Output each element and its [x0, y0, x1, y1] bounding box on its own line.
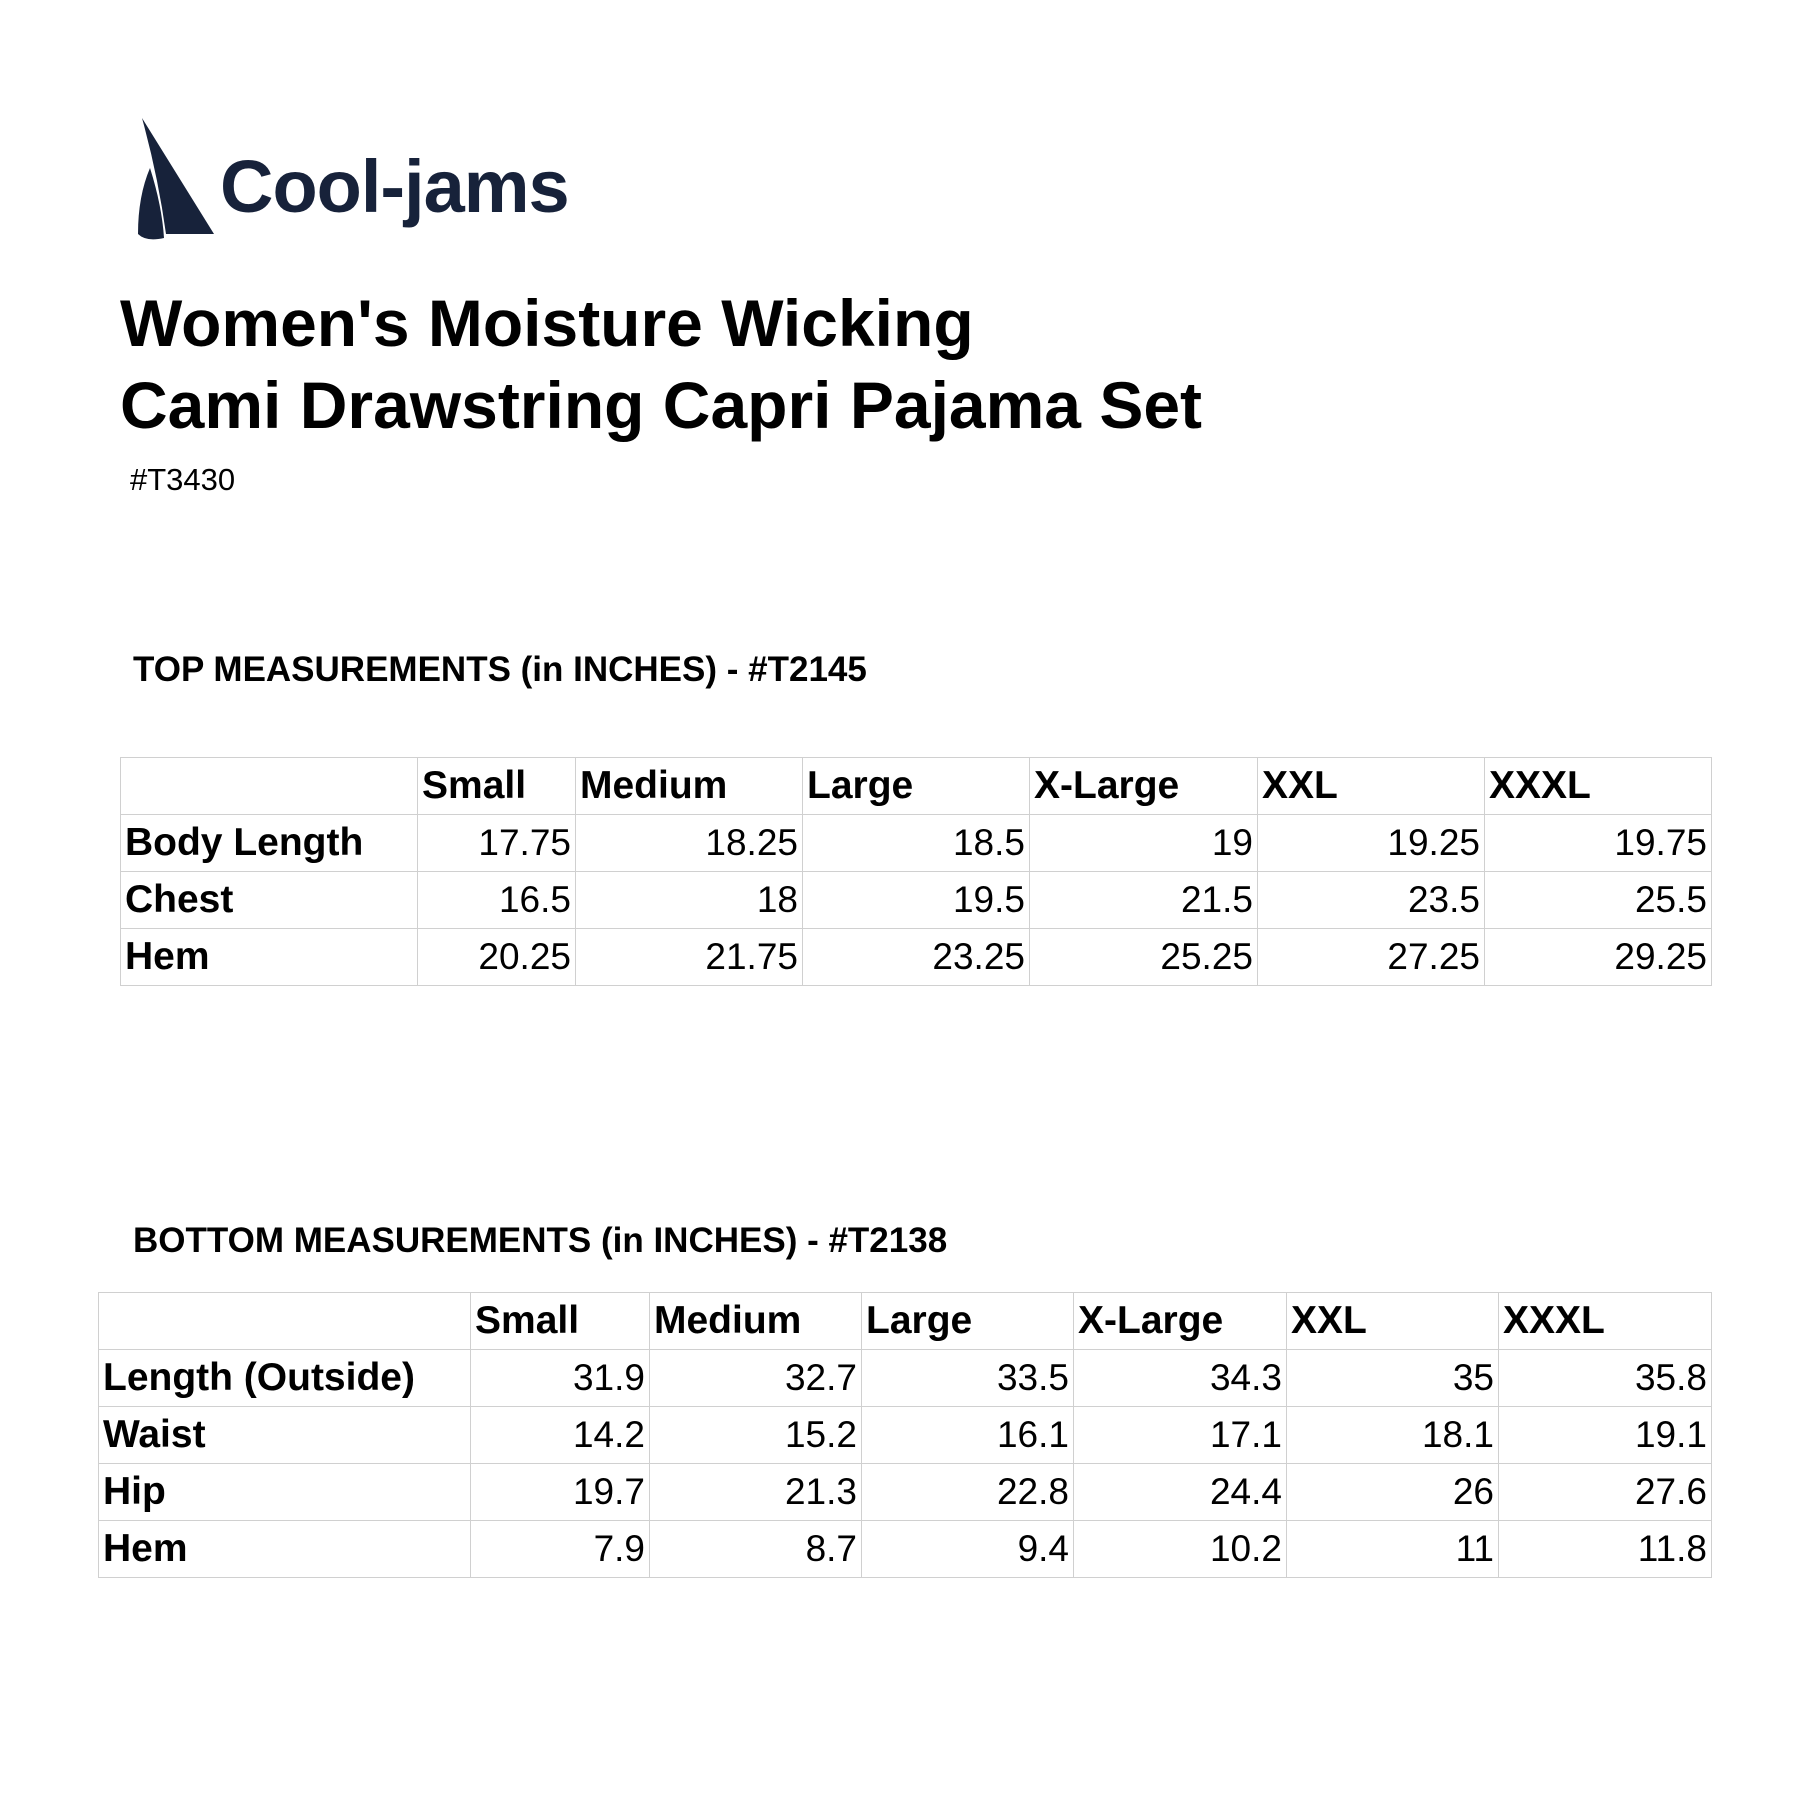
- measurement-cell: 17.75: [417, 814, 576, 872]
- table-row: Length (Outside) 31.9 32.7 33.5 34.3 35 35.8: [98, 1349, 1712, 1407]
- table-row: Chest 16.5 18 19.5 21.5 23.5 25.5: [120, 871, 1712, 929]
- header-row: Small Medium Large X-Large XXL XXXL: [120, 757, 1712, 815]
- column-header: XXL: [1286, 1292, 1499, 1350]
- row-label: Body Length: [120, 814, 418, 872]
- column-header: Small: [417, 757, 576, 815]
- measurement-cell: 26: [1286, 1463, 1499, 1521]
- measurement-cell: 22.8: [861, 1463, 1074, 1521]
- column-header: XXXL: [1498, 1292, 1712, 1350]
- measurement-cell: 18.1: [1286, 1406, 1499, 1464]
- measurement-cell: 9.4: [861, 1520, 1074, 1578]
- measurement-cell: 23.5: [1257, 871, 1485, 929]
- row-label: Chest: [120, 871, 418, 929]
- measurement-cell: 17.1: [1073, 1406, 1287, 1464]
- measurement-cell: 8.7: [649, 1520, 862, 1578]
- page-title: Women's Moisture Wicking Cami Drawstring…: [120, 282, 1202, 446]
- table-row: Waist 14.2 15.2 16.1 17.1 18.1 19.1: [98, 1406, 1712, 1464]
- header-row: Small Medium Large X-Large XXL XXXL: [98, 1292, 1712, 1350]
- measurement-cell: 18.5: [802, 814, 1030, 872]
- measurement-cell: 27.25: [1257, 928, 1485, 986]
- measurement-cell: 16.5: [417, 871, 576, 929]
- measurement-cell: 23.25: [802, 928, 1030, 986]
- measurement-cell: 19.5: [802, 871, 1030, 929]
- measurement-cell: 19.7: [470, 1463, 650, 1521]
- column-header: XXXL: [1484, 757, 1712, 815]
- top-measurements-heading: TOP MEASUREMENTS (in INCHES) - #T2145: [133, 650, 867, 689]
- table-row: Hem 20.25 21.75 23.25 25.25 27.25 29.25: [120, 928, 1712, 986]
- row-label: Waist: [98, 1406, 471, 1464]
- measurement-cell: 35.8: [1498, 1349, 1712, 1407]
- bottom-measurements-heading: BOTTOM MEASUREMENTS (in INCHES) - #T2138: [133, 1221, 948, 1260]
- measurement-cell: 16.1: [861, 1406, 1074, 1464]
- measurement-cell: 35: [1286, 1349, 1499, 1407]
- measurement-cell: 18: [575, 871, 803, 929]
- measurement-cell: 19.75: [1484, 814, 1712, 872]
- measurement-cell: 21.5: [1029, 871, 1258, 929]
- sailboat-icon: [138, 118, 214, 240]
- measurement-cell: 19: [1029, 814, 1258, 872]
- column-header: Small: [470, 1292, 650, 1350]
- product-sku: #T3430: [130, 462, 236, 497]
- column-header: [120, 757, 418, 815]
- column-header: Large: [861, 1292, 1074, 1350]
- measurement-cell: 24.4: [1073, 1463, 1287, 1521]
- measurement-cell: 18.25: [575, 814, 803, 872]
- measurement-cell: 20.25: [417, 928, 576, 986]
- column-header: X-Large: [1029, 757, 1258, 815]
- measurement-cell: 21.75: [575, 928, 803, 986]
- measurement-cell: 14.2: [470, 1406, 650, 1464]
- measurement-cell: 27.6: [1498, 1463, 1712, 1521]
- brand-name: Cool-jams: [220, 145, 570, 228]
- measurement-cell: 10.2: [1073, 1520, 1287, 1578]
- measurement-cell: 33.5: [861, 1349, 1074, 1407]
- measurement-cell: 25.25: [1029, 928, 1258, 986]
- title-line-2: Cami Drawstring Capri Pajama Set: [120, 368, 1203, 442]
- measurement-cell: 19.1: [1498, 1406, 1712, 1464]
- row-label: Hem: [120, 928, 418, 986]
- measurement-cell: 7.9: [470, 1520, 650, 1578]
- row-label: Length (Outside): [98, 1349, 471, 1407]
- measurement-cell: 11: [1286, 1520, 1499, 1578]
- measurement-cell: 25.5: [1484, 871, 1712, 929]
- row-label: Hem: [98, 1520, 471, 1578]
- measurement-cell: 11.8: [1498, 1520, 1712, 1578]
- row-label: Hip: [98, 1463, 471, 1521]
- measurement-cell: 32.7: [649, 1349, 862, 1407]
- measurement-cell: 34.3: [1073, 1349, 1287, 1407]
- brand-logo: Cool-jams: [136, 116, 576, 241]
- column-header: XXL: [1257, 757, 1485, 815]
- table-row: Hip 19.7 21.3 22.8 24.4 26 27.6: [98, 1463, 1712, 1521]
- top-measurements-table: Small Medium Large X-Large XXL XXXL Body Lengt…: [120, 757, 1712, 986]
- measurement-cell: 15.2: [649, 1406, 862, 1464]
- column-header: X-Large: [1073, 1292, 1287, 1350]
- measurement-cell: 29.25: [1484, 928, 1712, 986]
- measurement-cell: 19.25: [1257, 814, 1485, 872]
- table-row: Body Length 17.75 18.25 18.5 19 19.25 19.75: [120, 814, 1712, 872]
- measurement-cell: 31.9: [470, 1349, 650, 1407]
- column-header: Medium: [575, 757, 803, 815]
- table-row: Hem 7.9 8.7 9.4 10.2 11 11.8: [98, 1520, 1712, 1578]
- bottom-measurements-table: Small Medium Large X-Large XXL XXXL Length (Ou…: [98, 1292, 1712, 1578]
- column-header: Large: [802, 757, 1030, 815]
- column-header: [98, 1292, 471, 1350]
- measurement-cell: 21.3: [649, 1463, 862, 1521]
- title-line-1: Women's Moisture Wicking: [120, 286, 974, 360]
- column-header: Medium: [649, 1292, 862, 1350]
